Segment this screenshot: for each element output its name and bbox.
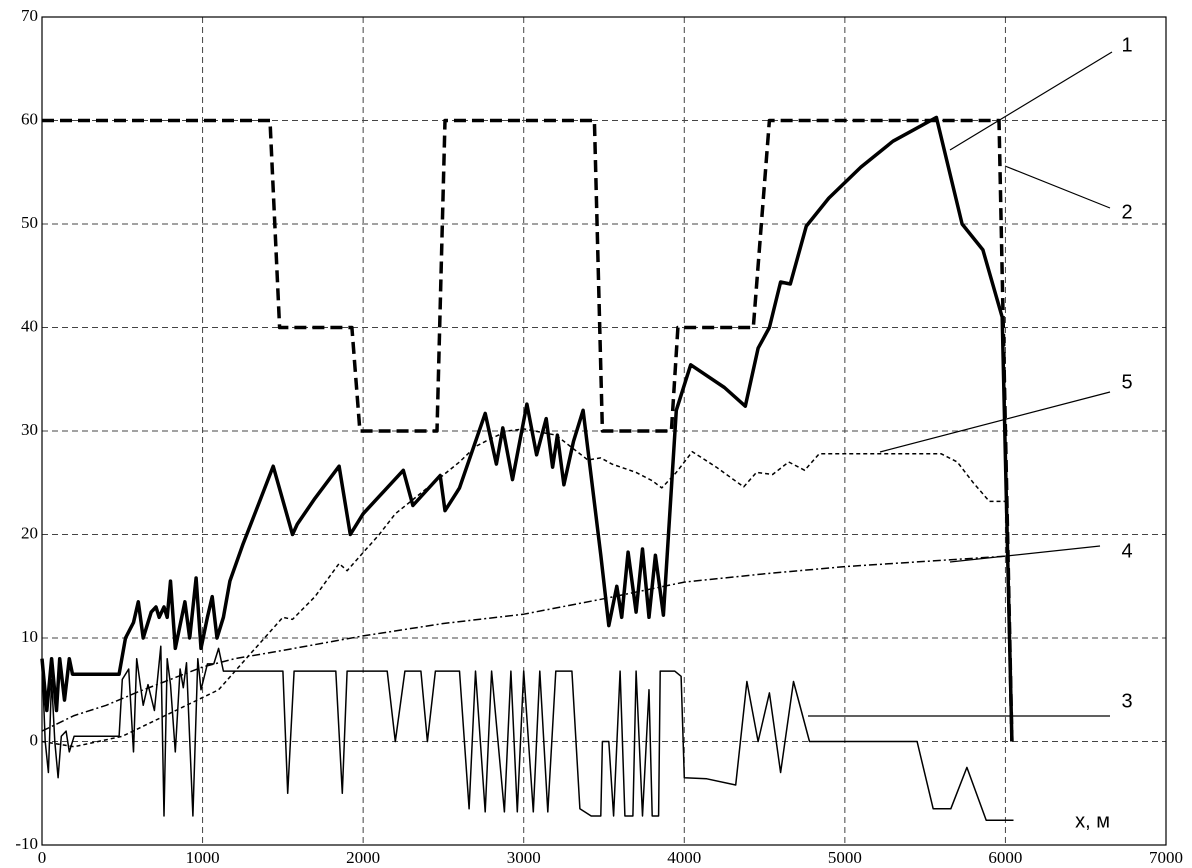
y-tick-label: -10 [15, 834, 38, 853]
x-tick-label: 2000 [346, 848, 380, 867]
y-tick-label: 70 [21, 6, 38, 25]
leader-line [879, 391, 1111, 453]
y-tick-label: 50 [21, 213, 38, 232]
x-tick-label: 3000 [507, 848, 541, 867]
series-label: 3 [1121, 690, 1132, 712]
x-tick-label: 7000 [1149, 848, 1183, 867]
y-tick-label: 20 [21, 523, 38, 542]
x-tick-label: 6000 [988, 848, 1022, 867]
y-tick-label: 40 [21, 316, 38, 335]
leader-line [949, 51, 1113, 151]
series-label: 2 [1121, 201, 1132, 223]
y-tick-label: 10 [21, 627, 38, 646]
x-tick-label: 1000 [186, 848, 220, 867]
y-tick-label: 60 [21, 109, 38, 128]
plot-frame [41, 16, 1167, 846]
series-line [42, 118, 1014, 742]
series-label: 1 [1121, 34, 1132, 56]
series-line [40, 115, 1014, 742]
series-label: 5 [1121, 371, 1132, 393]
x-tick-label: 0 [38, 848, 47, 867]
x-axis-label: x, м [1075, 810, 1110, 832]
x-tick-label: 5000 [828, 848, 862, 867]
series-line [41, 645, 1014, 821]
x-tick-label: 4000 [667, 848, 701, 867]
leader-line [949, 545, 1101, 563]
series-line [41, 555, 1006, 732]
y-tick-label: 30 [21, 420, 38, 439]
y-tick-label: 0 [30, 730, 39, 749]
leader-line [1004, 165, 1111, 209]
series-label: 4 [1121, 540, 1132, 562]
